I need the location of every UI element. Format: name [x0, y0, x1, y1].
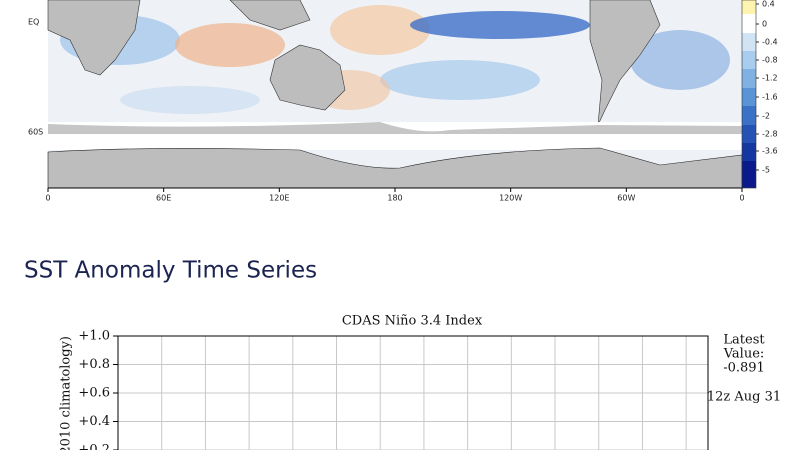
- colorbar-label: -5: [762, 166, 770, 175]
- latest-caption: Latest: [723, 333, 765, 348]
- y-tick-label: +0.4: [78, 414, 110, 429]
- lat-label: EQ: [28, 18, 39, 27]
- section-heading: SST Anomaly Time Series: [24, 258, 317, 284]
- colorbar-label: -2: [762, 112, 770, 121]
- colorbar-label: -2.8: [762, 130, 778, 139]
- colorbar-label: -0.4: [762, 38, 778, 47]
- lon-label: 60E: [156, 194, 171, 203]
- latest-date: 12z Aug 31: [707, 390, 781, 405]
- colorbar-label: -1.2: [762, 74, 778, 83]
- lon-label: 120W: [499, 194, 522, 203]
- colorbar-label: -3.6: [762, 147, 778, 156]
- map-labels: 0.4 0 -0.4 -0.8 -1.2 -1.6 -2 -2.8 -3.6 -5 EQ 60S 0 60…: [28, 0, 778, 203]
- lon-label: 0: [739, 194, 744, 203]
- colorbar-label: 0: [762, 20, 767, 29]
- y-tick-label: +0.2: [78, 443, 110, 450]
- chart-title: CDAS Niño 3.4 Index: [342, 314, 483, 329]
- latest-caption: Value:: [723, 347, 765, 362]
- plot-frame: [117, 335, 709, 450]
- lon-label: 0: [45, 194, 50, 203]
- lon-label: 120E: [269, 194, 289, 203]
- nino-chart: CDAS Niño 3.4 Index 2010 climatology) -0…: [59, 314, 781, 450]
- y-tick-label: +0.6: [78, 386, 110, 401]
- sst-map: [47, 0, 757, 189]
- latest-value: -0.891: [723, 361, 765, 376]
- lon-label: 180: [387, 194, 402, 203]
- colorbar-label: -0.8: [762, 56, 778, 65]
- y-axis-label: 2010 climatology): [59, 336, 74, 450]
- y-tick-label: +1.0: [78, 329, 110, 344]
- colorbar-label: 0.4: [762, 0, 775, 9]
- lat-label: 60S: [28, 128, 43, 137]
- lon-label: 60W: [617, 194, 635, 203]
- y-tick-label: +0.8: [78, 357, 110, 372]
- colorbar-label: -1.6: [762, 93, 778, 102]
